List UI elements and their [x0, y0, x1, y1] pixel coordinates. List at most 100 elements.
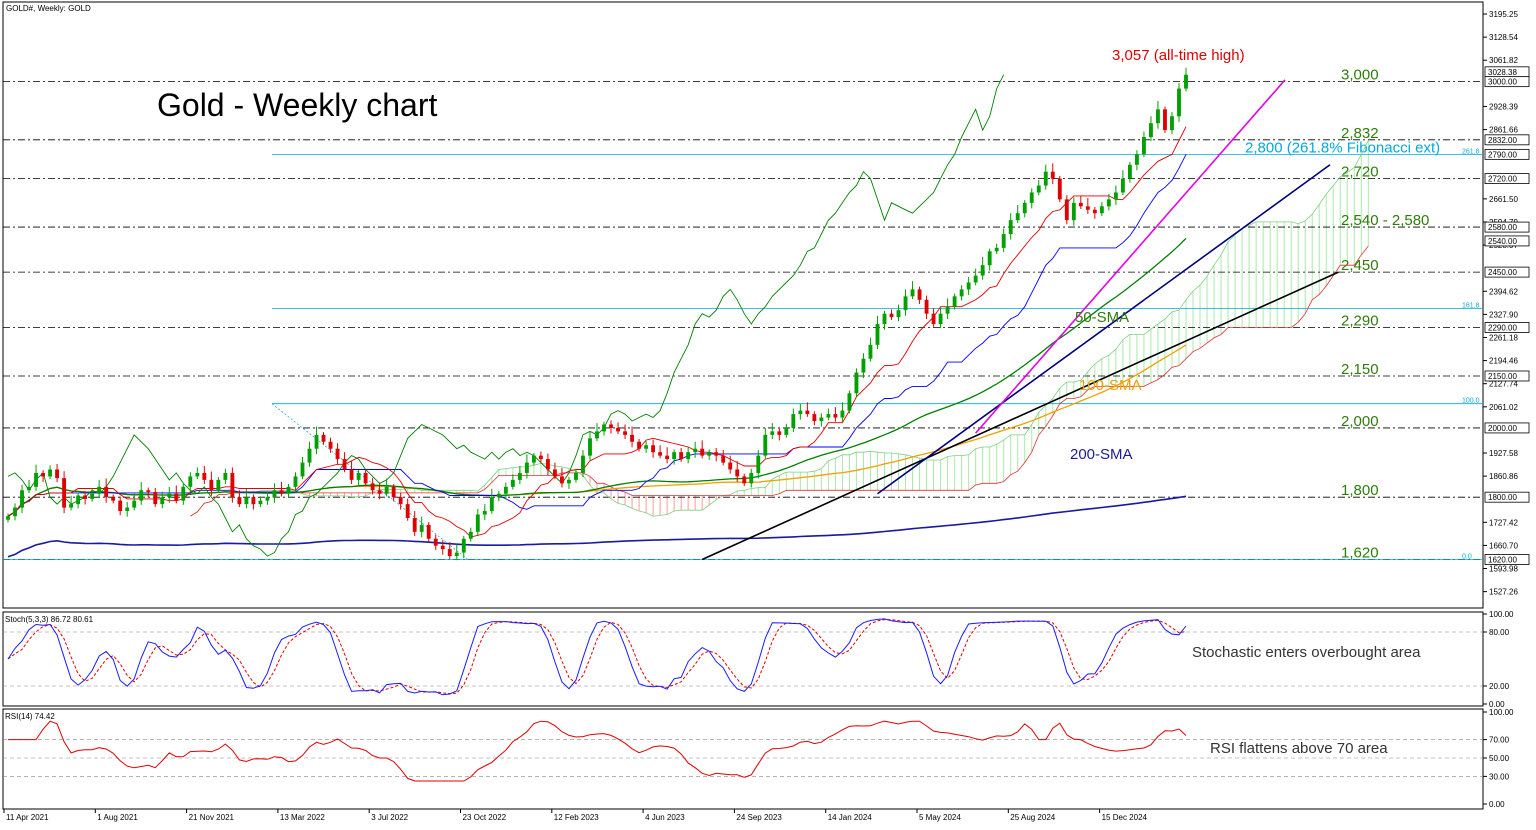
candle-body — [938, 313, 943, 325]
candle-body — [826, 414, 831, 418]
candle-body — [146, 490, 151, 492]
level-label: 2,000 — [1341, 413, 1379, 430]
candle-body — [721, 455, 726, 463]
candle-body — [847, 393, 852, 411]
candle-body — [181, 486, 186, 501]
candle-body — [531, 455, 536, 463]
trendlines — [701, 79, 1339, 561]
sma200-label: 200-SMA — [1070, 446, 1133, 463]
candle-body — [1050, 171, 1055, 179]
fib-label: 2,800 (261.8% Fibonacci ext) — [1245, 139, 1440, 156]
candle-body — [139, 490, 144, 501]
candle-body — [223, 472, 228, 480]
candle-body — [1106, 199, 1111, 207]
price-tag-label: 3000.00 — [1488, 78, 1517, 87]
candle-body — [433, 538, 438, 546]
candle-body — [356, 472, 361, 480]
candle-body — [34, 472, 38, 487]
candle-body — [440, 545, 445, 550]
candle-body — [679, 452, 684, 460]
candle-body — [97, 486, 102, 494]
candle-body — [461, 538, 466, 553]
price-tag-label: 2450.00 — [1488, 268, 1517, 277]
candle-body — [1057, 178, 1062, 200]
price-tag-box — [1484, 266, 1530, 278]
y-tick-label: 1593.98 — [1489, 565, 1518, 574]
candle-body — [510, 479, 515, 487]
tenkan-line — [7, 126, 1187, 538]
candle-body — [314, 434, 319, 449]
stoch-main-line — [7, 618, 1187, 696]
level-label: 2,540 - 2,580 — [1341, 212, 1429, 229]
chart-title: Gold - Weekly chart — [157, 87, 438, 123]
rsi-tick-label: 50.00 — [1489, 754, 1510, 763]
candle-body — [153, 491, 158, 505]
stoch-tick-label: 100.00 — [1489, 610, 1514, 619]
candle-body — [987, 251, 992, 266]
candle-body — [574, 472, 578, 480]
price-tag-label: 2000.00 — [1488, 424, 1517, 433]
y-tick-label: 1860.86 — [1489, 472, 1518, 481]
candle-body — [363, 472, 368, 484]
y-tick-label: 2261.18 — [1489, 333, 1518, 342]
candle-body — [13, 507, 17, 517]
price-axis: 3195.25 3128.54 3061.82 2928.39 2861.66 2661.… — [1483, 10, 1530, 597]
price-tag-box — [1484, 491, 1530, 503]
candle-body — [868, 344, 873, 359]
y-tick-label: 2928.39 — [1489, 102, 1518, 111]
level-label: 3,000 — [1341, 67, 1379, 84]
candle-body — [160, 497, 165, 505]
stoch-signal-line — [7, 619, 1187, 695]
sma50-line — [7, 237, 1187, 517]
candle-body — [377, 490, 382, 494]
candle-body — [742, 476, 747, 484]
rsi-panel-frame — [2, 708, 1484, 810]
ath-label: 3,057 (all-time high) — [1112, 47, 1245, 64]
rsi-tick-label: 0.00 — [1489, 800, 1505, 809]
rsi-tick-label: 100.00 — [1489, 708, 1514, 717]
candle-body — [237, 497, 242, 505]
candle-body — [819, 417, 824, 422]
candle-body — [588, 438, 592, 456]
candle-body — [763, 434, 768, 456]
price-tag-box — [1484, 148, 1530, 160]
level-label: 2,832 — [1341, 125, 1379, 142]
x-tick-label: 4 Jun 2023 — [645, 813, 685, 822]
candle-body — [230, 472, 235, 498]
candle-body — [216, 479, 221, 491]
candle-body — [595, 431, 599, 439]
candle-body — [1036, 185, 1041, 193]
candle-body — [903, 296, 908, 311]
candle-body — [1099, 206, 1104, 214]
x-tick-label: 11 Apr 2021 — [6, 813, 49, 822]
candle-body — [202, 472, 207, 480]
price-tag-label: 2580.00 — [1488, 223, 1517, 232]
level-label: 2,150 — [1341, 361, 1379, 378]
price-tag-box — [1484, 76, 1530, 88]
price-tag-label: 1620.00 — [1488, 556, 1517, 565]
y-tick-label: 2061.02 — [1489, 403, 1518, 412]
level-label: 2,720 — [1341, 164, 1379, 181]
x-tick-label: 13 Mar 2022 — [280, 813, 325, 822]
stoch-tick-label: 0.00 — [1489, 700, 1505, 709]
candle-body — [1142, 137, 1146, 155]
candle-body — [1015, 213, 1020, 221]
candle-body — [1043, 171, 1048, 186]
candle-body — [412, 517, 417, 532]
candle-body — [980, 265, 985, 276]
candle-body — [447, 549, 452, 557]
candle-body — [384, 486, 389, 494]
x-tick-label: 25 Aug 2024 — [1010, 813, 1055, 822]
candle-body — [538, 455, 543, 460]
y-tick-label: 1927.58 — [1489, 449, 1518, 458]
y-tick-label: 2861.66 — [1489, 126, 1518, 135]
candle-body — [553, 469, 557, 477]
price-tag-label: 2290.00 — [1488, 324, 1517, 333]
candle-body — [644, 445, 649, 449]
candle-body — [749, 472, 754, 484]
candle-body — [945, 306, 950, 314]
candle-body — [503, 486, 508, 494]
candle-body — [686, 452, 691, 460]
y-tick-label: 2127.74 — [1489, 380, 1518, 389]
candle-body — [419, 524, 424, 532]
